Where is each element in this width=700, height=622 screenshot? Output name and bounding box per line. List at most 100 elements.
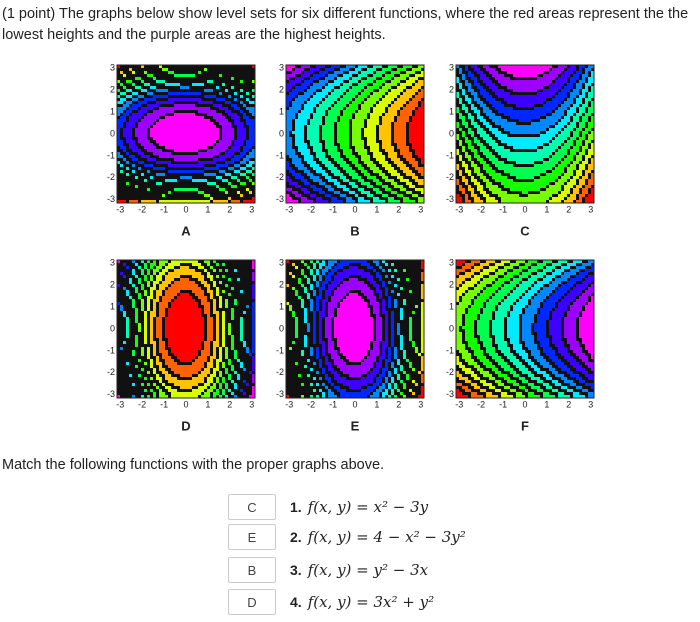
contour-cell <box>289 74 293 78</box>
contour-cell <box>418 116 422 120</box>
contour-cell <box>141 134 145 138</box>
contour-cell <box>201 167 205 171</box>
contour-cell <box>159 197 163 201</box>
contour-cell <box>222 182 226 186</box>
contour-cell <box>120 89 124 93</box>
contour-cell <box>234 110 238 114</box>
contour-cell <box>123 146 127 150</box>
contour-cell <box>129 185 133 189</box>
contour-cell <box>147 164 151 168</box>
contour-cell <box>198 131 202 135</box>
contour-cell <box>174 170 178 174</box>
contour-cell <box>210 197 214 201</box>
contour-cell <box>394 113 398 117</box>
contour-cell <box>246 170 250 174</box>
contour-cell <box>585 101 589 105</box>
contour-cell <box>370 110 374 114</box>
contour-cell <box>225 101 229 105</box>
contour-cell <box>174 194 178 198</box>
contour-cell <box>394 143 398 147</box>
contour-cell <box>295 161 299 165</box>
contour-cell <box>349 182 353 186</box>
contour-cell <box>328 197 332 201</box>
contour-cell <box>310 86 314 90</box>
contour-cell <box>307 74 311 78</box>
contour-cell <box>126 74 130 78</box>
contour-cell <box>507 92 511 96</box>
contour-cell <box>331 188 335 192</box>
contour-cell <box>141 188 145 192</box>
contour-cell <box>159 104 163 108</box>
contour-cell <box>388 101 392 105</box>
contour-cell <box>310 104 314 108</box>
contour-cell <box>168 170 172 174</box>
contour-cell <box>117 143 121 147</box>
contour-cell <box>385 152 389 156</box>
contour-cell <box>156 194 160 198</box>
contour-cell <box>325 65 329 69</box>
contour-cell <box>234 122 238 126</box>
contour-cell <box>400 68 404 72</box>
contour-cell <box>243 143 247 147</box>
contour-cell <box>289 107 293 111</box>
contour-cell <box>141 173 145 177</box>
contour-cell <box>186 134 190 138</box>
contour-cell <box>183 161 187 165</box>
contour-cell <box>591 83 595 87</box>
contour-cell <box>397 125 401 129</box>
contour-cell <box>370 191 374 195</box>
contour-cell <box>286 71 290 75</box>
contour-cell <box>513 104 517 108</box>
contour-cell <box>495 110 499 114</box>
contour-cell <box>370 83 374 87</box>
contour-cell <box>361 89 365 93</box>
contour-cell <box>129 101 133 105</box>
contour-cell <box>201 158 205 162</box>
contour-cell <box>144 134 148 138</box>
contour-cell <box>162 65 166 69</box>
contour-cell <box>135 65 139 69</box>
contour-cell <box>310 176 314 180</box>
contour-cell <box>406 185 410 189</box>
contour-cell <box>168 179 172 183</box>
contour-cell <box>537 101 541 105</box>
contour-cell <box>153 194 157 198</box>
contour-cell <box>117 68 121 72</box>
contour-cell <box>343 173 347 177</box>
contour-cell <box>421 80 425 84</box>
contour-cell <box>531 101 535 105</box>
contour-cell <box>307 119 311 123</box>
contour-cell <box>385 143 389 147</box>
contour-cell <box>379 71 383 75</box>
contour-cell <box>243 182 247 186</box>
contour-cell <box>123 95 127 99</box>
contour-cell <box>409 68 413 72</box>
contour-cell <box>504 104 508 108</box>
contour-cell <box>177 158 181 162</box>
contour-cell <box>126 143 130 147</box>
contour-cell <box>126 137 130 141</box>
contour-cell <box>231 149 235 153</box>
contour-cell <box>385 110 389 114</box>
contour-cell <box>349 101 353 105</box>
contour-cell <box>298 188 302 192</box>
contour-cell <box>486 68 490 72</box>
contour-cell <box>295 104 299 108</box>
contour-cell <box>304 161 308 165</box>
contour-cell <box>243 68 247 72</box>
contour-cell <box>316 116 320 120</box>
contour-cell <box>222 74 226 78</box>
contour-cell <box>180 68 184 72</box>
contour-cell <box>234 185 238 189</box>
contour-cell <box>171 98 175 102</box>
contour-cell <box>331 116 335 120</box>
contour-cell <box>177 92 181 96</box>
contour-cell <box>132 98 136 102</box>
contour-cell <box>486 89 490 93</box>
contour-cell <box>141 179 145 183</box>
contour-cell <box>409 200 413 204</box>
contour-cell <box>183 185 187 189</box>
contour-cell <box>388 80 392 84</box>
contour-cell <box>406 131 410 135</box>
contour-cell <box>228 167 232 171</box>
